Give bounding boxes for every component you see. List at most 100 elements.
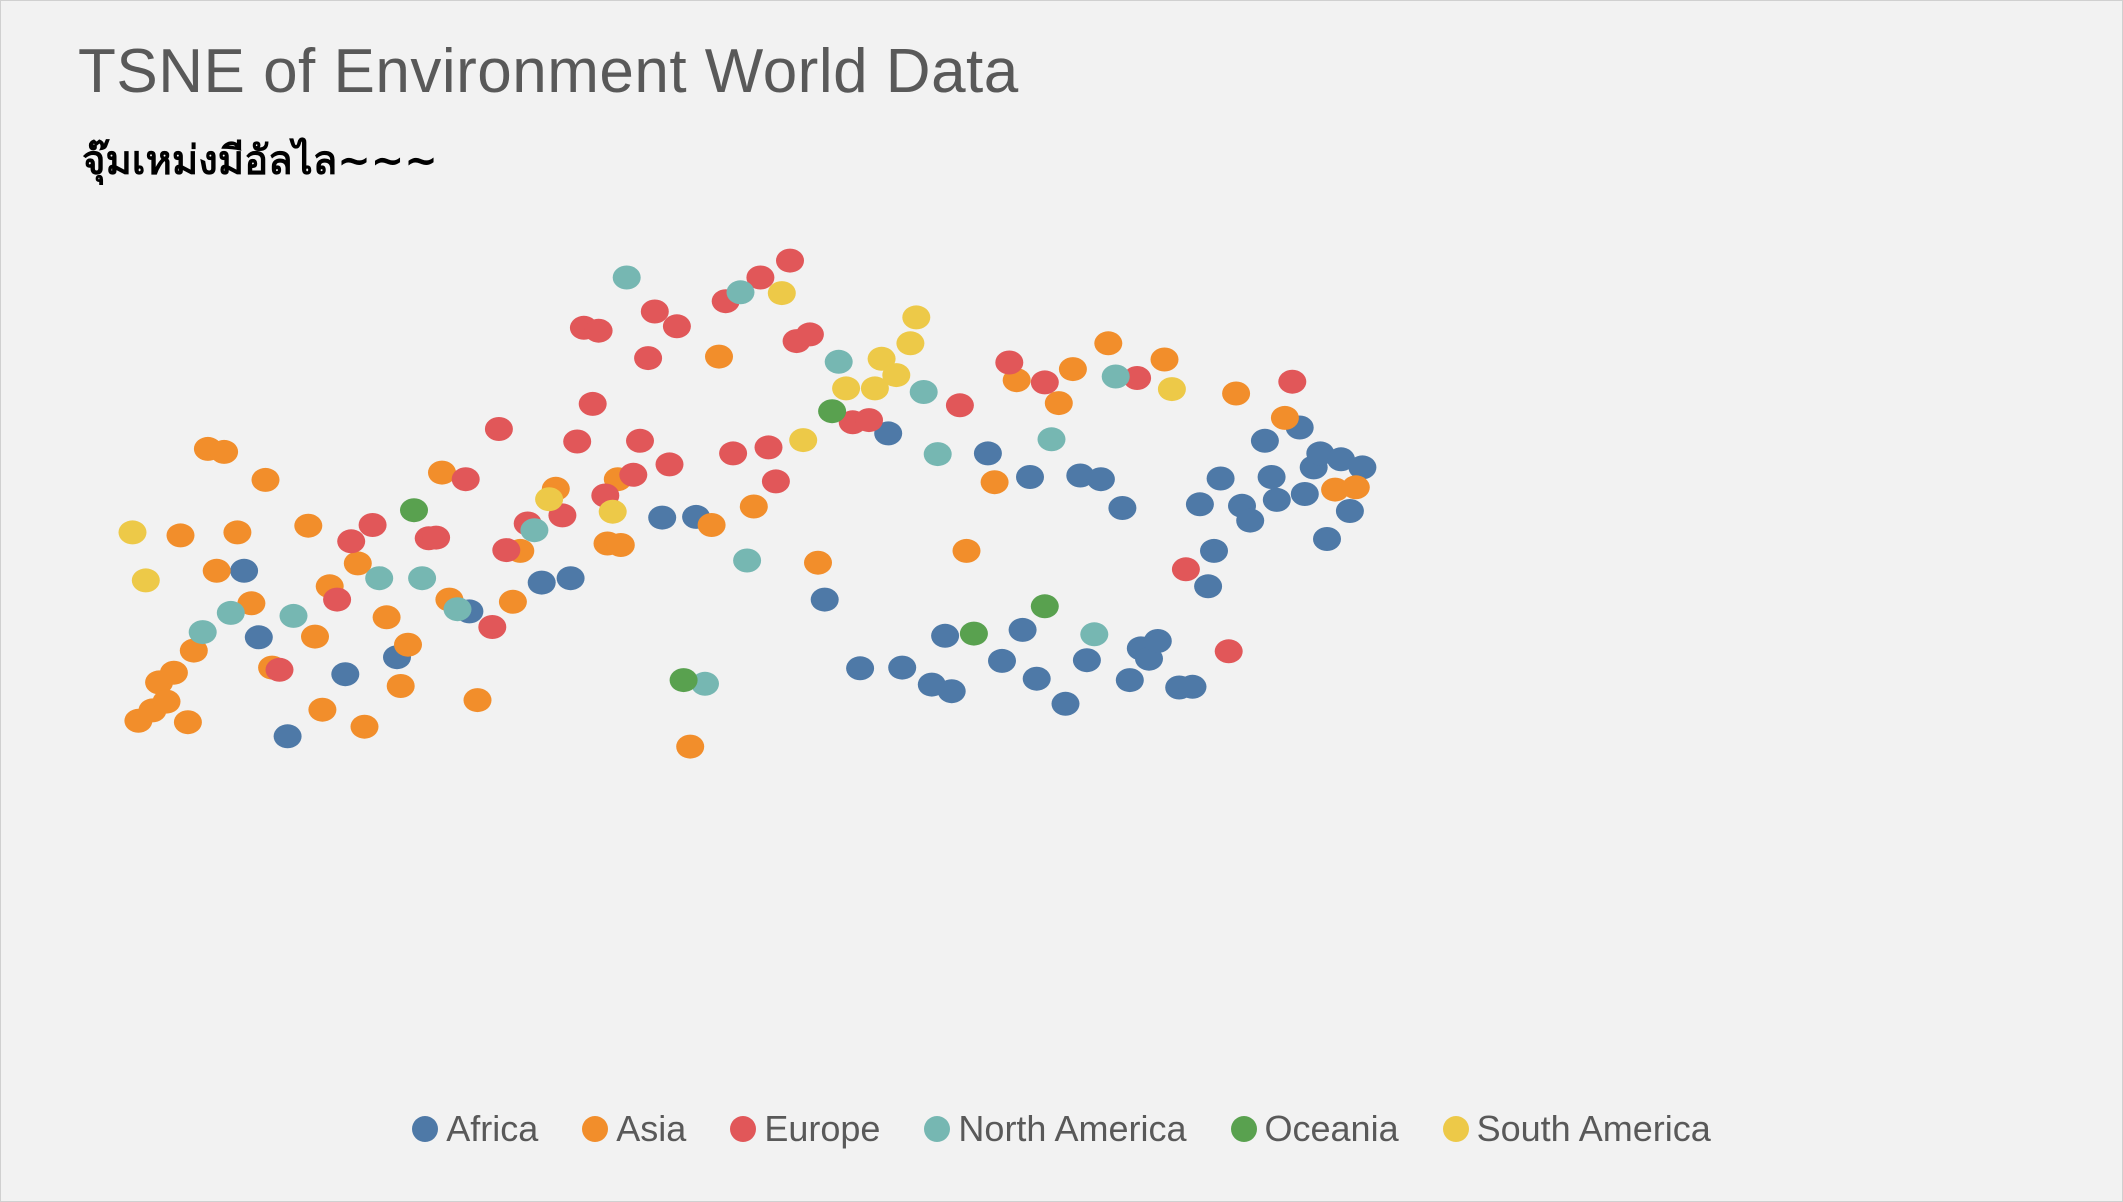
data-point-europe-8[interactable] — [484, 417, 513, 441]
data-point-asia-3[interactable] — [152, 689, 181, 714]
data-point-north-america-12[interactable] — [909, 380, 938, 404]
data-point-africa-33[interactable] — [1185, 492, 1214, 517]
data-point-africa-39[interactable] — [1250, 428, 1279, 453]
data-point-south-america-4[interactable] — [767, 281, 796, 306]
data-point-europe-26[interactable] — [754, 435, 783, 460]
data-point-asia-45[interactable] — [1222, 381, 1251, 406]
data-point-oceania-3[interactable] — [959, 621, 988, 646]
data-point-africa-1[interactable] — [244, 625, 273, 650]
data-point-south-america-8[interactable] — [867, 346, 896, 371]
data-point-africa-43[interactable] — [1290, 482, 1319, 506]
data-point-south-america-0[interactable] — [118, 520, 147, 545]
data-point-africa-35[interactable] — [1200, 538, 1228, 563]
data-point-africa-36[interactable] — [1206, 466, 1235, 491]
data-point-africa-17[interactable] — [973, 441, 1002, 466]
data-point-asia-32[interactable] — [606, 533, 635, 557]
data-point-asia-15[interactable] — [294, 513, 323, 538]
data-point-south-america-9[interactable] — [882, 363, 911, 388]
data-point-south-america-10[interactable] — [896, 331, 925, 356]
data-point-asia-20[interactable] — [350, 714, 379, 739]
data-point-asia-24[interactable] — [428, 460, 456, 485]
data-point-asia-23[interactable] — [394, 632, 422, 657]
data-point-europe-9[interactable] — [492, 538, 521, 563]
data-point-europe-32[interactable] — [855, 408, 883, 433]
data-point-asia-5[interactable] — [173, 710, 202, 735]
data-point-africa-16[interactable] — [937, 679, 966, 704]
data-point-asia-44[interactable] — [1150, 347, 1179, 372]
data-point-europe-19[interactable] — [634, 346, 663, 371]
data-point-asia-4[interactable] — [159, 660, 188, 685]
data-point-south-america-11[interactable] — [902, 305, 931, 330]
data-point-south-america-7[interactable] — [860, 376, 889, 401]
data-point-europe-35[interactable] — [1030, 370, 1059, 395]
data-point-africa-8[interactable] — [648, 505, 677, 530]
data-point-asia-19[interactable] — [343, 551, 372, 576]
legend-item-asia[interactable]: Asia — [582, 1108, 686, 1150]
data-point-asia-41[interactable] — [1044, 391, 1073, 416]
data-point-asia-48[interactable] — [1341, 475, 1370, 500]
data-point-north-america-4[interactable] — [408, 566, 437, 591]
data-point-europe-28[interactable] — [776, 248, 804, 273]
data-point-north-america-14[interactable] — [1037, 427, 1066, 452]
data-point-south-america-1[interactable] — [131, 568, 160, 593]
data-point-europe-39[interactable] — [1278, 369, 1307, 394]
data-point-south-america-5[interactable] — [789, 428, 818, 453]
data-point-asia-16[interactable] — [301, 624, 329, 649]
data-point-south-america-12[interactable] — [1157, 377, 1186, 402]
data-point-europe-27[interactable] — [761, 469, 790, 494]
data-point-north-america-15[interactable] — [1080, 622, 1109, 647]
legend-item-south-america[interactable]: South America — [1442, 1108, 1711, 1150]
data-point-south-america-2[interactable] — [535, 487, 564, 512]
data-point-europe-20[interactable] — [640, 299, 669, 324]
data-point-oceania-4[interactable] — [1030, 594, 1059, 619]
data-point-europe-6[interactable] — [451, 467, 480, 492]
data-point-europe-36[interactable] — [1123, 366, 1152, 390]
data-point-africa-24[interactable] — [1072, 648, 1101, 673]
data-point-north-america-11[interactable] — [824, 349, 853, 374]
data-point-africa-2[interactable] — [331, 662, 360, 687]
data-point-africa-12[interactable] — [874, 421, 903, 446]
data-point-north-america-8[interactable] — [691, 671, 719, 696]
data-point-asia-10[interactable] — [210, 439, 239, 464]
data-point-north-america-13[interactable] — [923, 442, 952, 467]
data-point-africa-15[interactable] — [931, 623, 960, 648]
data-point-africa-30[interactable] — [1143, 629, 1172, 653]
data-point-asia-27[interactable] — [498, 589, 527, 614]
data-point-africa-19[interactable] — [1008, 617, 1037, 642]
data-point-asia-22[interactable] — [386, 674, 415, 698]
data-point-africa-22[interactable] — [1051, 691, 1080, 716]
data-point-asia-9[interactable] — [202, 558, 231, 583]
data-point-africa-32[interactable] — [1178, 674, 1207, 699]
data-point-asia-42[interactable] — [1058, 357, 1087, 382]
data-point-europe-14[interactable] — [578, 391, 607, 416]
data-point-asia-36[interactable] — [739, 494, 768, 519]
data-point-europe-7[interactable] — [478, 615, 507, 639]
data-point-asia-12[interactable] — [237, 591, 266, 616]
data-point-europe-15[interactable] — [584, 318, 613, 343]
data-point-africa-3[interactable] — [273, 724, 302, 749]
data-point-africa-25[interactable] — [1086, 467, 1115, 492]
data-point-asia-26[interactable] — [463, 688, 492, 713]
data-point-asia-43[interactable] — [1094, 331, 1123, 356]
data-point-africa-48[interactable] — [1335, 499, 1364, 523]
data-point-asia-11[interactable] — [223, 520, 252, 545]
data-point-europe-21[interactable] — [655, 452, 684, 477]
data-point-asia-17[interactable] — [308, 697, 337, 722]
data-point-europe-17[interactable] — [619, 462, 648, 487]
legend-item-africa[interactable]: Africa — [412, 1108, 538, 1150]
data-point-north-america-16[interactable] — [1101, 364, 1130, 389]
data-point-europe-30[interactable] — [795, 322, 824, 347]
data-point-north-america-9[interactable] — [726, 280, 755, 305]
data-point-africa-7[interactable] — [556, 566, 585, 591]
data-point-africa-18[interactable] — [988, 648, 1016, 673]
data-point-north-america-0[interactable] — [188, 620, 217, 645]
data-point-africa-46[interactable] — [1313, 527, 1341, 551]
data-point-europe-5[interactable] — [422, 525, 451, 550]
data-point-africa-21[interactable] — [1022, 666, 1051, 691]
data-point-africa-47[interactable] — [1327, 447, 1355, 472]
data-point-africa-20[interactable] — [1016, 465, 1044, 489]
data-point-europe-12[interactable] — [563, 429, 592, 454]
data-point-europe-2[interactable] — [337, 529, 366, 554]
data-point-africa-0[interactable] — [230, 558, 259, 583]
data-point-africa-6[interactable] — [527, 570, 556, 595]
